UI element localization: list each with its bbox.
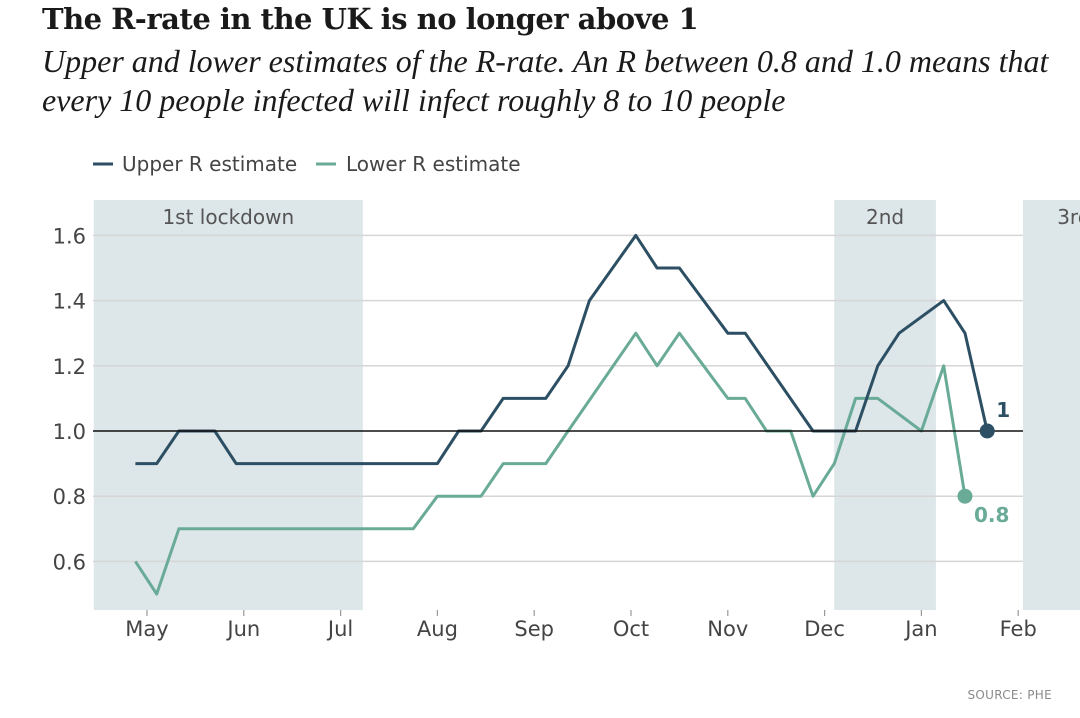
x-axis: May Jun Jul Aug Sep Oct Nov Dec Jan Feb: [125, 610, 1037, 641]
legend-upper-label: Upper R estimate: [122, 152, 297, 176]
legend-lower-label: Lower R estimate: [346, 152, 521, 176]
y-tick-label: 0.6: [53, 550, 86, 574]
x-tick-label: May: [125, 617, 168, 641]
x-tick-label: Sep: [514, 617, 554, 641]
y-axis: 0.6 0.8 1.0 1.2 1.4 1.6: [53, 224, 86, 574]
lower-end-label: 0.8: [974, 503, 1009, 527]
x-tick-label: Jul: [326, 617, 353, 641]
lower-end-point: [957, 488, 973, 504]
upper-end-label: 1: [996, 398, 1010, 422]
lockdown-band-1: [93, 200, 363, 610]
x-tick-label: Nov: [707, 617, 748, 641]
x-tick-label: Jun: [225, 617, 260, 641]
x-tick-label: Oct: [613, 617, 649, 641]
lockdown-band-3: [1023, 200, 1080, 610]
lockdown-label-3: 3rd: [1057, 205, 1080, 229]
upper-end-point: [979, 423, 995, 439]
chart-subtitle: Upper and lower estimates of the R-rate.…: [42, 43, 1049, 118]
lockdown-label-1: 1st lockdown: [162, 205, 294, 229]
y-tick-label: 1.2: [53, 355, 86, 379]
x-tick-label: Dec: [804, 617, 845, 641]
lockdown-label-2: 2nd: [866, 205, 904, 229]
x-tick-label: Jan: [903, 617, 937, 641]
y-tick-label: 1.0: [53, 420, 86, 444]
y-tick-label: 0.8: [53, 485, 86, 509]
source-note: SOURCE: PHE: [967, 688, 1052, 702]
y-tick-label: 1.6: [53, 224, 86, 248]
lockdown-bands: 1st lockdown 2nd 3rd: [93, 200, 1080, 610]
lower-series-line: [134, 331, 967, 596]
x-tick-label: Aug: [417, 617, 458, 641]
legend: Upper R estimate Lower R estimate: [93, 152, 521, 176]
series-lines: 10.8: [93, 233, 1023, 596]
upper-series-line: [135, 233, 989, 466]
chart-title: The R-rate in the UK is no longer above …: [42, 2, 699, 36]
gridlines: [93, 234, 1023, 563]
y-tick-label: 1.4: [53, 290, 86, 314]
x-tick-label: Feb: [1000, 617, 1037, 641]
